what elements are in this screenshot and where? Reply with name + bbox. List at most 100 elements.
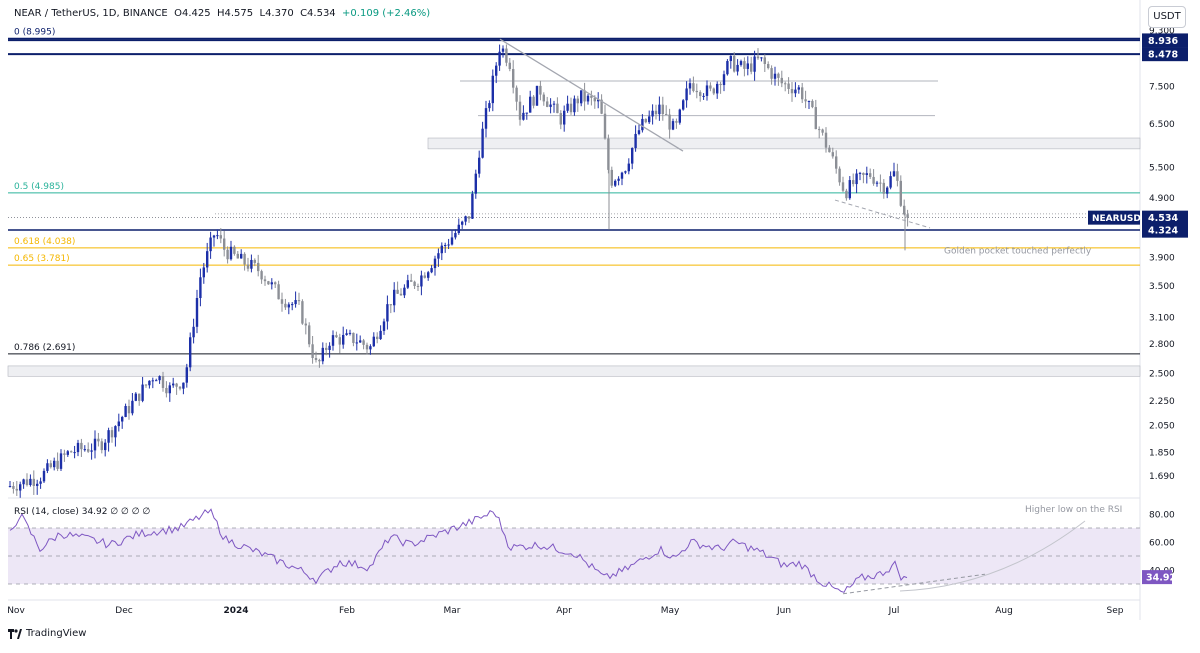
price-tick-label: 2.500 [1149,370,1175,380]
candle-body [688,83,692,89]
candle-body [518,101,522,120]
golden-pocket-annotation: Golden pocket touched perfectly [944,246,1092,256]
candle-body [403,287,406,296]
candle-body [556,103,559,114]
candle-body [352,332,355,343]
candle-body [729,55,732,62]
candle-body [484,108,488,129]
candle-body [699,92,702,97]
candle-body [886,187,889,194]
candle-body [284,303,287,308]
candle-body [787,83,790,89]
candle-body [444,245,447,247]
price-tag-8478-bg [1142,47,1188,62]
change-value: +0.109 (+2.46%) [342,8,431,19]
candle-body [824,132,828,148]
price-tick-label: 2.250 [1149,397,1175,407]
close-value: C4.534 [300,8,336,19]
candle-body [53,460,56,468]
candle-body [100,441,103,451]
candle-body [107,430,110,443]
candle-body [801,87,804,100]
candle-body [15,488,18,491]
candle-body [399,293,403,296]
candle-body [63,453,66,455]
candle-body [746,63,749,69]
price-tick-label: 3.900 [1149,253,1175,263]
candle-body [624,171,627,173]
low-value: L4.370 [259,8,294,19]
candle-body [790,88,794,94]
candle-body [753,56,756,72]
candle-body [240,253,243,259]
candle-body [192,326,195,338]
candle-body [597,99,600,102]
candle-body [39,481,42,484]
candle-body [906,214,909,218]
time-tick-label: 2024 [223,606,248,616]
candle-body [144,384,148,386]
price-tag-4324-bg [1142,223,1188,238]
currency-button[interactable]: USDT [1148,6,1186,28]
candle-body [274,282,277,285]
candle-body [818,129,821,131]
candle-body [148,380,151,386]
candle-body [280,299,284,304]
candle-body [454,233,457,238]
rsi-value-tag-bg [1142,570,1172,585]
descending-trendline [499,38,684,152]
candle-body [767,63,770,69]
candle-body [335,335,338,338]
candle-body [583,90,586,102]
candle-body [301,301,304,324]
candle-body [600,99,603,114]
candle-body [243,253,246,265]
time-tick-label: Dec [115,606,132,616]
candle-body [66,451,69,455]
candle-body [345,333,348,335]
candle-body [770,68,773,79]
candle-body [607,138,610,170]
tradingview-logo-icon [8,628,22,639]
candle-body [104,442,107,451]
candle-body [658,104,661,115]
candle-body [702,95,705,97]
candle-body [362,340,365,345]
candle-body [794,89,797,94]
candle-body [42,470,46,482]
candle-body [73,452,76,454]
time-tick-label: Jul [888,606,900,616]
candle-body [413,281,416,287]
candle-body [804,99,807,102]
candle-body [743,61,746,69]
candle-body [559,113,562,125]
candle-body [223,238,226,250]
candle-body [535,85,539,106]
candle-body [25,479,29,486]
price-tick-label: 3.100 [1149,313,1175,323]
time-tick-label: Mar [444,606,461,616]
time-tick-label: Feb [339,606,355,616]
candle-body [36,483,39,486]
candle-body [216,235,219,237]
current-price-tag: 4.534 [1148,213,1178,224]
candle-body [396,289,399,294]
candle-body [716,83,719,94]
fib-level-label: 0 (8.995) [14,28,55,38]
candle-body [127,406,131,414]
fib-level-label: 0.618 (4.038) [14,237,75,247]
candle-body [620,172,624,179]
price-tick-label: 7.500 [1149,83,1175,93]
candle-body [165,387,168,394]
candle-body [512,69,515,88]
candle-body [124,406,127,417]
candle-body [712,88,715,94]
time-tick-label: Apr [556,606,572,616]
candle-body [161,376,165,388]
candle-body [365,344,369,350]
candle-body [70,451,73,453]
candle-body [29,478,32,486]
symbol-title: NEAR / TetherUS, 1D, BINANCE [14,8,168,19]
candle-body [117,421,120,427]
